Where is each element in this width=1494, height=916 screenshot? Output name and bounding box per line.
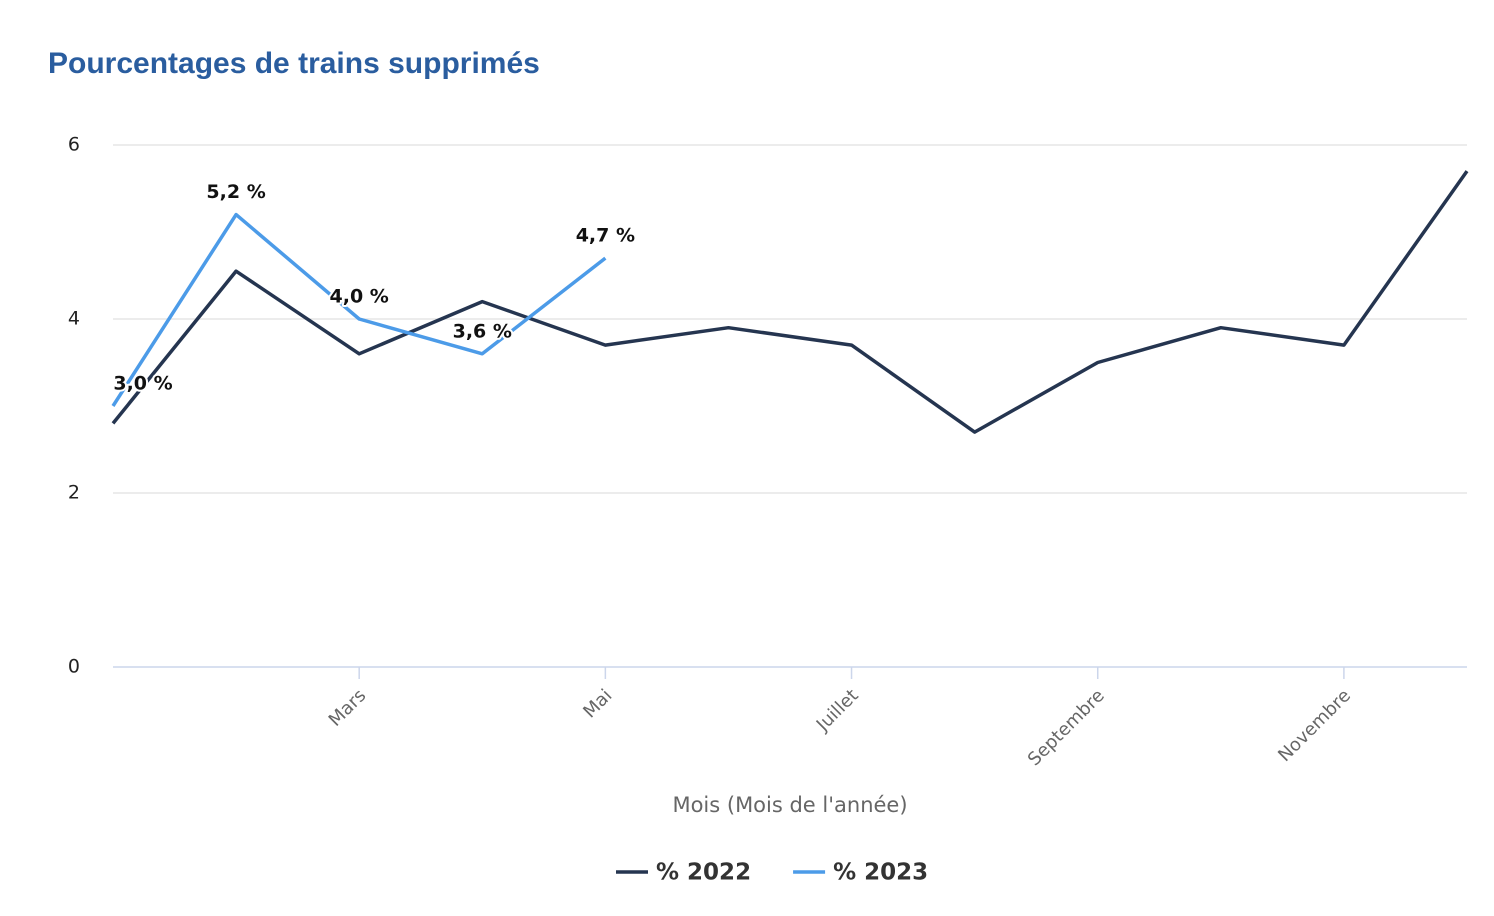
- data-label: 3,0 %: [113, 373, 172, 395]
- x-tick-label: Septembre: [1024, 685, 1109, 770]
- x-axis-title: Mois (Mois de l'année): [672, 793, 907, 817]
- y-tick-label: 2: [68, 482, 80, 504]
- data-label: 4,0 %: [330, 286, 389, 308]
- x-tick-label: Mai: [579, 685, 616, 722]
- data-label: 3,6 %: [453, 320, 512, 342]
- y-tick-label: 4: [68, 308, 80, 330]
- y-tick-label: 0: [68, 656, 80, 678]
- x-tick-label: Novembre: [1274, 685, 1355, 766]
- series-line: [111, 212, 607, 407]
- data-label: 4,7 %: [576, 225, 635, 247]
- x-tick-label: Juillet: [812, 685, 863, 736]
- x-tick-label: Mars: [325, 685, 370, 730]
- legend-label: % 2023: [833, 860, 928, 886]
- y-tick-label: 6: [68, 134, 80, 156]
- legend-label: % 2022: [656, 860, 751, 886]
- chart-title: Pourcentages de trains supprimés: [48, 47, 540, 80]
- data-label: 5,2 %: [206, 181, 265, 203]
- series-line: [111, 170, 1469, 434]
